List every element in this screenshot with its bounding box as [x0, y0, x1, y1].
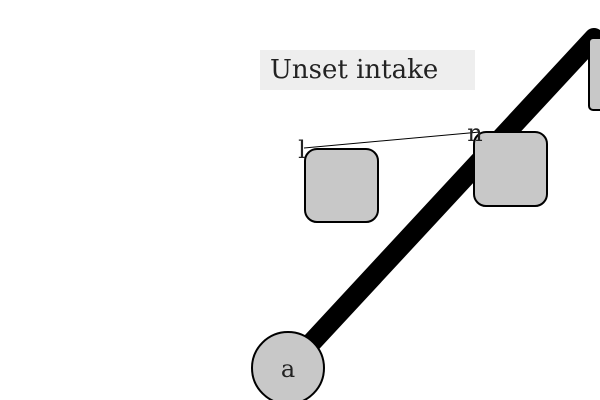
node-right-partial-shape[interactable]: [588, 37, 600, 111]
node-l-label: l: [298, 136, 306, 164]
node-n-shape[interactable]: [473, 131, 548, 207]
node-l-shape[interactable]: [304, 148, 379, 223]
node-a-label: a: [281, 355, 295, 383]
edge-l-to-n[interactable]: [303, 131, 481, 149]
node-a-shape[interactable]: [251, 331, 325, 400]
diagram-title[interactable]: Unset intake: [260, 50, 475, 90]
node-n-label: n: [467, 119, 482, 147]
edge-a-to-right-node[interactable]: [278, 28, 600, 378]
